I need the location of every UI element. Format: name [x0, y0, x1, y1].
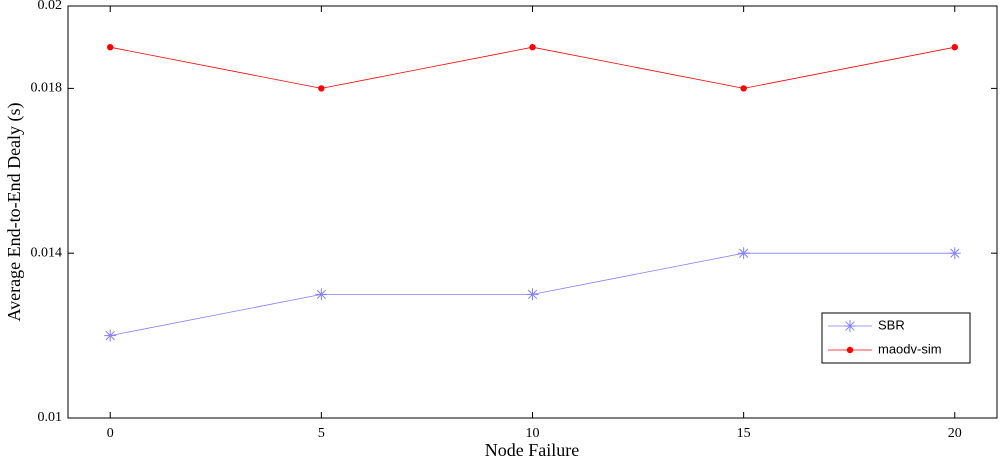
marker-stroke	[105, 330, 115, 341]
marker-stroke	[845, 321, 855, 331]
marker-stroke	[738, 248, 749, 258]
legend-label: maodv-sim	[878, 341, 942, 356]
data-point	[107, 44, 114, 51]
data-point	[951, 44, 958, 51]
data-point	[104, 329, 117, 342]
x-tick-label: 5	[318, 426, 325, 441]
legend-marker	[846, 346, 854, 354]
marker-stroke	[527, 289, 538, 300]
data-point	[737, 247, 750, 260]
y-tick-label: 0.014	[31, 245, 63, 260]
y-axis-label: Average End-to-End Dealy (s)	[4, 102, 25, 321]
y-tick-label: 0.02	[38, 0, 63, 13]
data-point	[526, 288, 539, 301]
data-point	[318, 85, 325, 92]
y-tick-label: 0.01	[38, 410, 63, 425]
data-point	[529, 44, 536, 51]
marker-stroke	[950, 248, 960, 258]
x-tick-label: 10	[526, 426, 540, 441]
data-point	[315, 288, 328, 301]
y-tick-label: 0.018	[31, 81, 63, 96]
data-point	[740, 85, 747, 92]
marker-stroke	[316, 289, 327, 300]
legend-label: SBR	[878, 317, 905, 332]
x-tick-label: 0	[107, 426, 114, 441]
legend-box	[821, 312, 971, 364]
x-tick-label: 20	[948, 426, 962, 441]
x-tick-label: 15	[737, 426, 751, 441]
legend-marker	[844, 320, 856, 332]
x-axis-label: Node Failure	[485, 440, 579, 460]
data-point	[948, 247, 961, 260]
